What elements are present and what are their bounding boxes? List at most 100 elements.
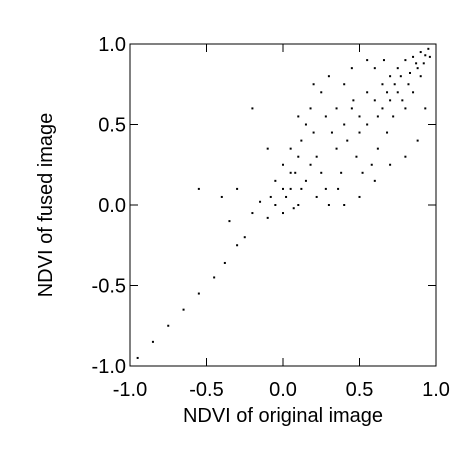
- point: [228, 220, 231, 223]
- point: [412, 55, 415, 58]
- x-tick-label: 1.0: [422, 379, 450, 401]
- point: [393, 83, 396, 86]
- point: [366, 59, 369, 62]
- point: [289, 187, 292, 190]
- point: [373, 67, 376, 70]
- x-tick-label: -1.0: [113, 379, 147, 401]
- point: [355, 155, 358, 158]
- point: [346, 139, 349, 142]
- point: [382, 59, 385, 62]
- point: [320, 91, 323, 94]
- point: [259, 200, 262, 203]
- point: [167, 324, 170, 327]
- point: [312, 131, 315, 134]
- point: [300, 139, 303, 142]
- point: [251, 212, 254, 215]
- point: [424, 107, 427, 110]
- point: [309, 107, 312, 110]
- point: [312, 83, 315, 86]
- point: [407, 83, 410, 86]
- point: [300, 187, 303, 190]
- y-tick-label: -0.5: [92, 276, 126, 298]
- point: [251, 107, 254, 110]
- point: [350, 67, 353, 70]
- point: [427, 47, 430, 50]
- point: [315, 155, 318, 158]
- x-tick-label: -0.5: [189, 379, 223, 401]
- point: [289, 171, 292, 174]
- point: [373, 179, 376, 182]
- point: [404, 155, 407, 158]
- point: [327, 75, 330, 78]
- point: [285, 195, 288, 198]
- point: [416, 139, 419, 142]
- point: [408, 71, 411, 74]
- point: [243, 236, 246, 239]
- point: [330, 131, 333, 134]
- point: [412, 91, 415, 94]
- point: [274, 204, 277, 206]
- point: [419, 75, 422, 78]
- point: [422, 62, 425, 65]
- point: [404, 107, 407, 110]
- x-axis-label: NDVI of original image: [183, 405, 383, 427]
- point: [236, 187, 239, 190]
- point: [396, 67, 399, 70]
- point: [324, 115, 327, 118]
- point: [381, 83, 384, 86]
- point: [269, 195, 272, 198]
- y-tick-label: 0.0: [98, 195, 126, 217]
- point: [370, 163, 373, 166]
- point: [386, 91, 389, 94]
- point: [389, 99, 392, 102]
- point: [266, 216, 269, 219]
- point: [236, 244, 239, 247]
- point: [197, 187, 200, 190]
- y-tick-label: 1.0: [98, 34, 126, 56]
- point: [343, 83, 346, 86]
- point: [389, 163, 392, 166]
- point: [136, 356, 139, 359]
- point: [297, 155, 300, 158]
- point: [292, 207, 295, 210]
- point: [381, 107, 384, 110]
- point: [282, 212, 284, 215]
- point: [343, 123, 346, 126]
- point: [428, 55, 431, 58]
- point: [309, 163, 312, 166]
- point: [266, 147, 269, 150]
- point: [361, 171, 364, 174]
- point: [282, 163, 284, 166]
- point: [399, 75, 402, 78]
- point: [274, 179, 277, 182]
- point: [401, 99, 404, 102]
- point: [366, 123, 369, 126]
- point: [327, 204, 330, 206]
- point: [358, 131, 361, 134]
- point: [340, 171, 343, 174]
- point: [419, 51, 422, 54]
- point: [197, 292, 200, 295]
- point: [315, 195, 318, 198]
- point: [337, 187, 340, 190]
- point: [352, 99, 355, 102]
- point: [376, 115, 379, 118]
- y-axis-label: NDVI of fused image: [35, 113, 57, 298]
- y-tick-label: 0.5: [98, 115, 126, 137]
- point: [404, 59, 407, 62]
- point: [424, 54, 427, 57]
- point: [358, 115, 361, 118]
- point: [366, 91, 369, 94]
- point: [373, 99, 376, 102]
- point: [396, 91, 399, 94]
- point: [350, 107, 353, 110]
- point: [358, 195, 361, 198]
- x-tick-label: 0.0: [269, 379, 297, 401]
- point: [392, 115, 395, 118]
- x-tick-label: 0.5: [346, 379, 374, 401]
- point: [376, 147, 379, 150]
- point: [297, 204, 300, 206]
- point: [182, 308, 185, 311]
- point: [415, 62, 418, 65]
